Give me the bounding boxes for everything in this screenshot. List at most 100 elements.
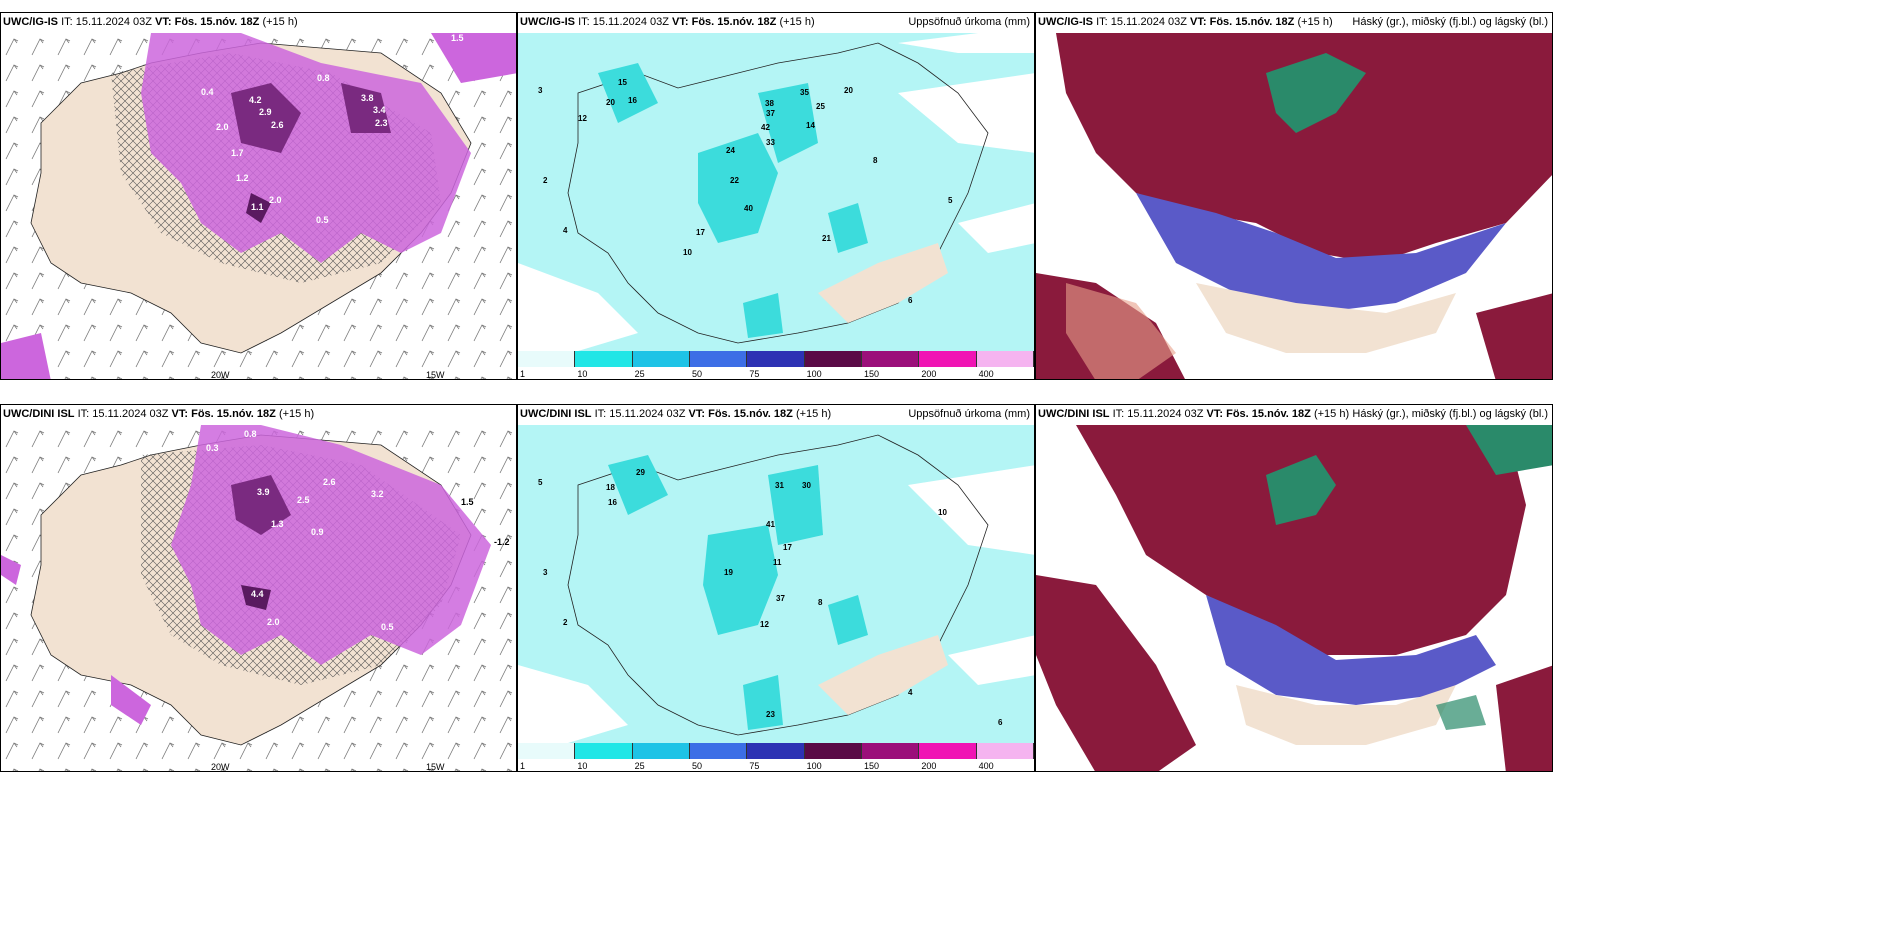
svg-text:2: 2 [563, 618, 568, 627]
colorbar-swatch [919, 351, 977, 367]
svg-text:2.9: 2.9 [259, 107, 272, 117]
svg-text:20W: 20W [211, 762, 230, 772]
svg-text:11: 11 [773, 558, 782, 567]
colorbar-swatch [976, 351, 1034, 367]
svg-text:2.3: 2.3 [375, 118, 388, 128]
svg-text:0.3: 0.3 [206, 443, 219, 453]
svg-text:5: 5 [538, 478, 543, 487]
panel-header: UWC/DINI ISL IT: 15.11.2024 03Z VT: Fös.… [1036, 405, 1552, 425]
snow-shading [141, 33, 471, 263]
svg-text:35: 35 [800, 88, 809, 97]
precip-value-labels: 18 16 29 31 30 41 19 37 17 11 23 12 8 10… [538, 468, 1003, 727]
panel-header: UWC/DINI ISL IT: 15.11.2024 03Z VT: Fös.… [1, 405, 516, 425]
svg-text:-1.2: -1.2 [494, 537, 510, 547]
colorbar-tick: 25 [634, 761, 645, 771]
colorbar: 1 10 25 50 75 100 150 200 400 [518, 349, 1034, 379]
svg-text:2.0: 2.0 [269, 195, 282, 205]
panel-header: UWC/DINI ISL IT: 15.11.2024 03Z VT: Fös.… [518, 405, 1034, 425]
panel-header: UWC/IG-IS IT: 15.11.2024 03Z VT: Fös. 15… [518, 13, 1034, 33]
svg-text:6: 6 [998, 718, 1003, 727]
colorbar-swatch [804, 351, 862, 367]
svg-text:20: 20 [606, 98, 615, 107]
svg-text:3.4: 3.4 [373, 105, 386, 115]
svg-text:21: 21 [822, 234, 831, 243]
colorbar-swatch [804, 743, 862, 759]
svg-text:19: 19 [724, 568, 733, 577]
svg-text:2.0: 2.0 [267, 617, 280, 627]
panel-igis-snow: UWC/IG-IS IT: 15.11.2024 03Z VT: Fös. 15… [0, 12, 517, 380]
colorbar-tick: 75 [749, 761, 760, 771]
svg-text:16: 16 [608, 498, 617, 507]
colorbar-swatch [632, 743, 690, 759]
svg-text:2: 2 [543, 176, 548, 185]
colorbar-swatch [862, 743, 920, 759]
precip-value-labels: 15 20 12 16 38 37 42 33 24 22 35 20 17 1… [538, 78, 953, 305]
svg-text:2.0: 2.0 [216, 122, 229, 132]
colorbar-tick: 400 [978, 369, 994, 379]
svg-text:0.4: 0.4 [201, 87, 214, 97]
panel-dini-cloud: UWC/DINI ISL IT: 15.11.2024 03Z VT: Fös.… [1035, 404, 1553, 772]
svg-text:20: 20 [844, 86, 853, 95]
colorbar-swatch [575, 743, 633, 759]
colorbar-swatch [747, 351, 805, 367]
colorbar-swatch [747, 743, 805, 759]
svg-text:17: 17 [783, 543, 792, 552]
colorbar-tick: 400 [978, 761, 994, 771]
cloud-map [1036, 33, 1552, 379]
svg-text:10: 10 [938, 508, 947, 517]
svg-text:20W: 20W [211, 370, 230, 380]
colorbar-tick: 150 [864, 761, 880, 771]
svg-text:3.8: 3.8 [361, 93, 374, 103]
svg-text:29: 29 [636, 468, 645, 477]
colorbar-swatch [690, 351, 748, 367]
panel-header: UWC/IG-IS IT: 15.11.2024 03Z VT: Fös. 15… [1, 13, 516, 33]
snow-map: 0.3 0.8 3.9 2.6 3.2 2.5 1.3 4.4 2.0 0.5 … [1, 425, 516, 772]
colorbar-swatch [919, 743, 977, 759]
colorbar-tick: 100 [806, 369, 822, 379]
svg-text:16: 16 [628, 96, 637, 105]
svg-text:1.3: 1.3 [271, 519, 284, 529]
colorbar-tick: 100 [806, 761, 822, 771]
colorbar-swatch [976, 743, 1034, 759]
svg-text:38: 38 [765, 99, 774, 108]
svg-text:24: 24 [726, 146, 735, 155]
svg-text:1.5: 1.5 [461, 497, 474, 507]
colorbar-tick: 50 [692, 761, 703, 771]
svg-text:41: 41 [766, 520, 775, 529]
colorbar-tick: 10 [577, 761, 588, 771]
svg-text:6: 6 [908, 296, 913, 305]
svg-text:1.2: 1.2 [236, 173, 249, 183]
colorbar-tick: 1 [520, 369, 526, 379]
colorbar-swatch [690, 743, 748, 759]
colorbar-tick: 200 [921, 369, 937, 379]
svg-text:2.6: 2.6 [323, 477, 336, 487]
svg-text:0.9: 0.9 [311, 527, 324, 537]
colorbar-tick: 50 [692, 369, 703, 379]
snow-value-labels: 0.4 4.2 2.9 3.8 2.6 2.0 1.7 1.2 3.4 2.3 … [201, 33, 464, 225]
svg-text:3.9: 3.9 [257, 487, 270, 497]
colorbar-swatch [518, 743, 576, 759]
svg-text:1.5: 1.5 [451, 33, 464, 43]
svg-text:3.2: 3.2 [371, 489, 384, 499]
snow-map: 0.4 4.2 2.9 3.8 2.6 2.0 1.7 1.2 3.4 2.3 … [1, 33, 516, 380]
svg-text:2.5: 2.5 [297, 495, 310, 505]
precip-map: 15 20 12 16 38 37 42 33 24 22 35 20 17 1… [518, 33, 1034, 351]
colorbar-tick: 75 [749, 369, 760, 379]
precip-map: 18 16 29 31 30 41 19 37 17 11 23 12 8 10… [518, 425, 1034, 743]
colorbar-tick: 200 [921, 761, 937, 771]
svg-text:8: 8 [873, 156, 878, 165]
svg-text:15: 15 [618, 78, 627, 87]
colorbar-tick: 1 [520, 761, 526, 771]
svg-text:8: 8 [818, 598, 823, 607]
svg-text:23: 23 [766, 710, 775, 719]
svg-text:18: 18 [606, 483, 615, 492]
panel-header: UWC/IG-IS IT: 15.11.2024 03Z VT: Fös. 15… [1036, 13, 1552, 33]
svg-text:4: 4 [563, 226, 568, 235]
svg-text:22: 22 [730, 176, 739, 185]
svg-text:40: 40 [744, 204, 753, 213]
colorbar-tick: 25 [634, 369, 645, 379]
svg-text:3: 3 [543, 568, 548, 577]
svg-text:14: 14 [806, 121, 815, 130]
svg-text:0.5: 0.5 [316, 215, 329, 225]
svg-text:4: 4 [908, 688, 913, 697]
